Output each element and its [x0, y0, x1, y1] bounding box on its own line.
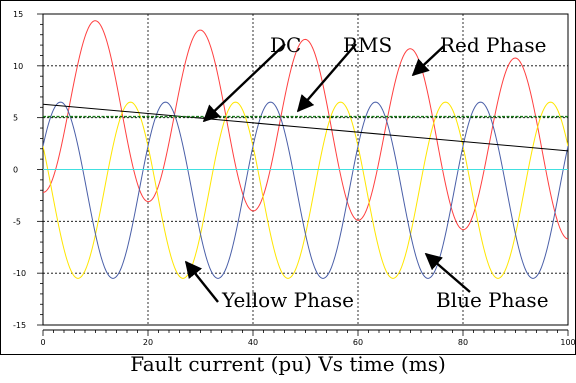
- dc-series-line: [43, 103, 568, 152]
- x-tick-label: 20: [143, 338, 153, 347]
- y-tick-label: 15: [13, 10, 23, 19]
- series-layer: [43, 20, 568, 279]
- y-tick-label: 10: [13, 62, 23, 71]
- red-phase-series-line: [43, 20, 568, 240]
- red-phase-annotation-label: Red Phase: [440, 33, 546, 57]
- y-tick-label: -15: [13, 321, 26, 330]
- axes-layer: 15 10 5 0 -5 -10 -15 0 20 40 60 80 100: [13, 10, 576, 347]
- rms-annotation-arrow: [296, 43, 357, 113]
- x-tick-label: 40: [248, 338, 258, 347]
- y-tick-label: 0: [13, 166, 18, 175]
- y-tick-label: -5: [13, 217, 21, 226]
- blue-phase-series-line: [43, 101, 568, 279]
- y-tick-label: 5: [13, 114, 18, 123]
- dc-annotation-arrow: [202, 43, 286, 123]
- chart-caption: Fault current (pu) Vs time (ms): [130, 352, 446, 376]
- x-tick-label: 0: [40, 338, 45, 347]
- blue-phase-annotation-arrow: [424, 252, 471, 293]
- x-tick-label: 100: [560, 338, 575, 347]
- blue-phase-annotation-label: Blue Phase: [436, 288, 549, 312]
- yellow-phase-annotation-arrow: [184, 260, 219, 303]
- chart-frame: 15 10 5 0 -5 -10 -15 0 20 40 60 80 100 DC RMS Red Phas…: [0, 0, 576, 355]
- x-tick-label: 60: [353, 338, 363, 347]
- rms-annotation-label: RMS: [343, 33, 392, 57]
- y-tick-label: -10: [13, 269, 26, 278]
- red-phase-annotation-arrow: [411, 45, 445, 77]
- yellow-phase-annotation-label: Yellow Phase: [221, 288, 354, 312]
- x-tick-label: 80: [458, 338, 468, 347]
